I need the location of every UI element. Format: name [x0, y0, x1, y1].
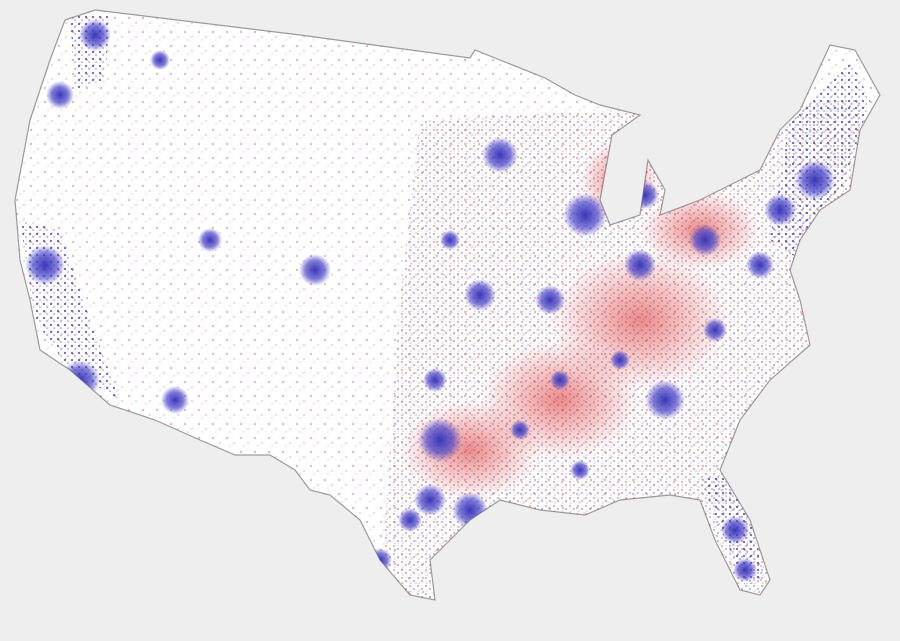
page: [14, 9, 881, 601]
dot-layer: [15, 10, 880, 600]
map: [14, 9, 881, 601]
